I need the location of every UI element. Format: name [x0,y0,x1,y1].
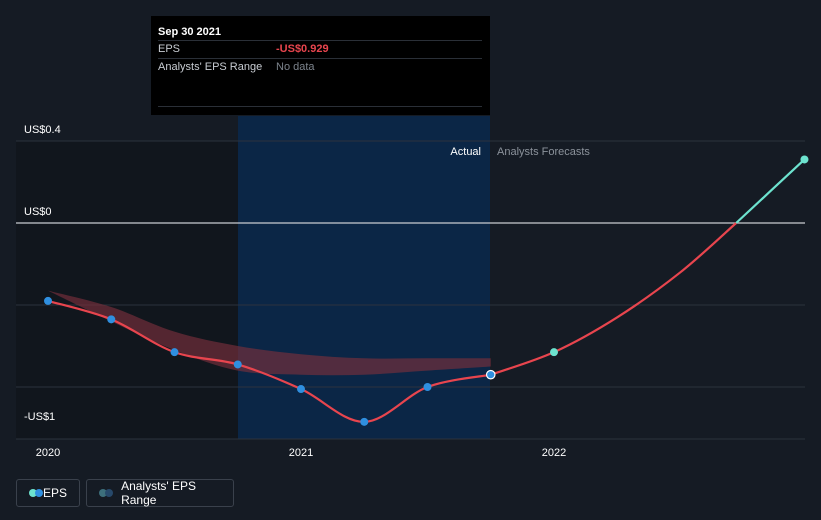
gridlines [16,140,805,440]
eps-point [297,385,305,394]
range-legend-icon [99,489,113,497]
tooltip-eps-value: -US$0.929 [276,43,329,55]
eps-forecast-end-point [800,155,809,164]
eps-point [170,348,179,357]
eps-forecast-positive-line [735,158,806,224]
eps-points [44,155,809,426]
eps-point [44,296,52,305]
tooltip-row-range: Analysts' EPS Range No data [158,58,482,76]
actual-band [238,116,490,439]
legend-eps-label: EPS [42,486,67,500]
eps-line [47,299,491,423]
legend-range-button[interactable]: Analysts' EPS Range [86,479,234,507]
eps-forecast-point [550,348,558,357]
tooltip-eps-label: EPS [158,43,181,55]
forecast-region-label: Analysts Forecasts [497,146,590,158]
tooltip-range-label: Analysts' EPS Range [158,61,263,73]
eps-highlight-point [485,369,496,380]
eps-point [233,360,242,369]
y-tick-label: US$0.4 [24,124,61,136]
tooltip-range-value: No data [276,61,315,73]
past-band [16,141,238,439]
eps-point [423,383,432,391]
actual-region-label: Actual [450,146,481,158]
tooltip-divider [158,106,482,107]
eps-forecast-line [490,222,737,376]
tooltip-row-eps: EPS -US$0.929 [158,40,482,58]
tooltip: Sep 30 2021 EPS -US$0.929 Analysts' EPS … [151,16,490,115]
tooltip-date: Sep 30 2021 [158,26,221,38]
eps-point [107,315,116,324]
legend-range-label: Analysts' EPS Range [121,479,197,507]
y-tick-label: US$0 [24,206,52,218]
eps-point [360,417,369,426]
eps-legend-icon [29,489,43,497]
y-tick-label: -US$1 [24,411,55,423]
x-tick-label: 2021 [289,447,313,459]
x-axis-labels: 2020 2021 2022 [36,447,566,459]
x-tick-label: 2020 [36,447,60,459]
legend-eps-button[interactable]: EPS [16,479,80,507]
x-tick-label: 2022 [542,447,566,459]
y-axis-labels: US$0.4 US$0 -US$1 [24,124,61,423]
